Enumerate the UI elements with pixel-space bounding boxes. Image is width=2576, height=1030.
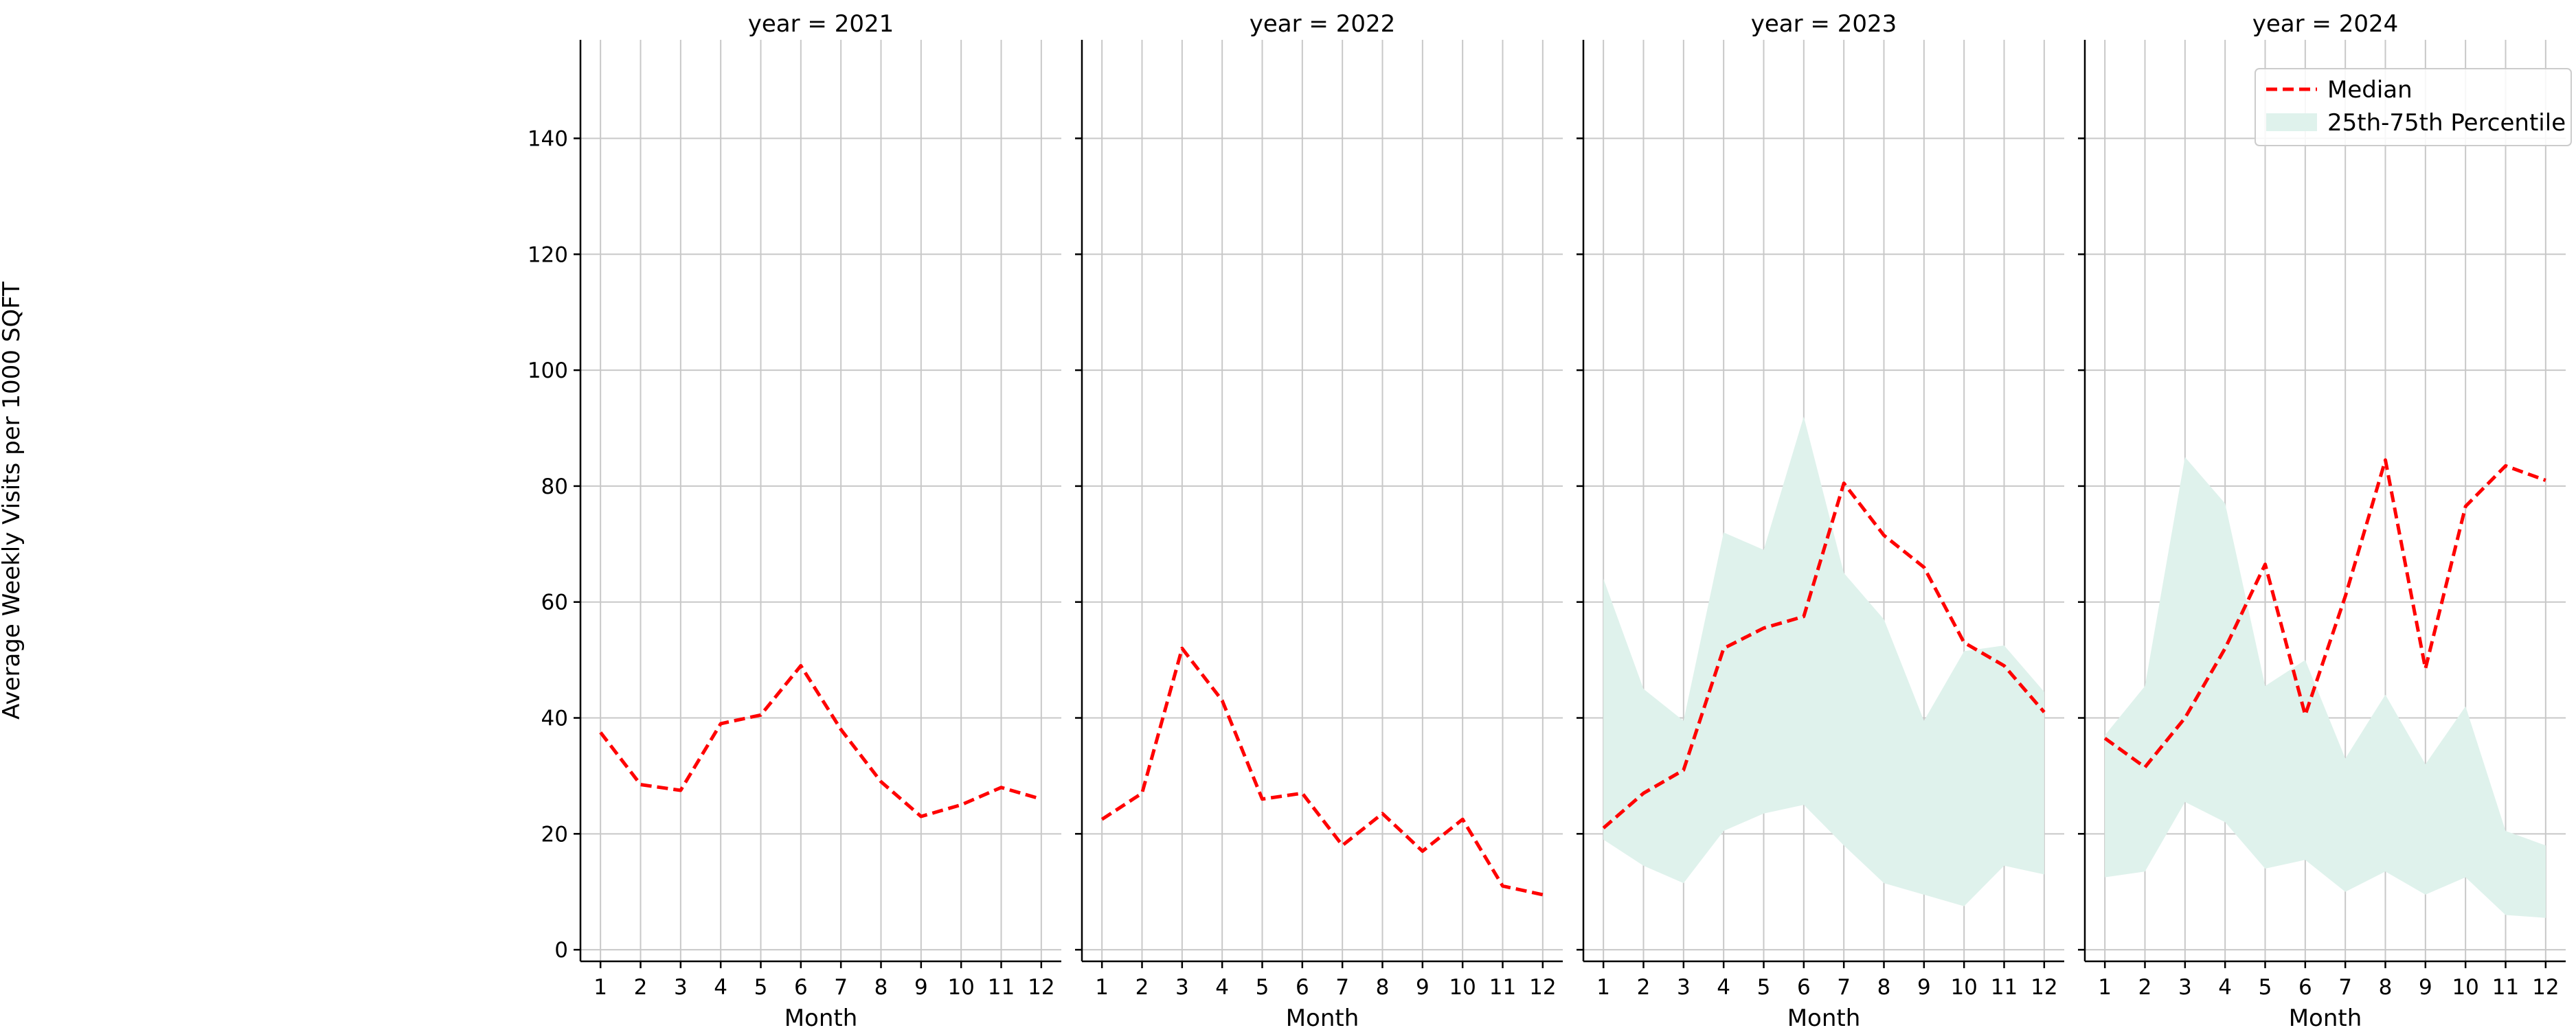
legend-band-swatch <box>2266 113 2317 131</box>
legend: Median 25th-75th Percentile <box>2255 68 2572 146</box>
legend-median-label: Median <box>2327 76 2413 104</box>
median-line <box>1100 646 1544 897</box>
y-tick-label: 20 <box>541 822 568 847</box>
legend-band-label: 25th-75th Percentile <box>2327 109 2566 137</box>
x-axis-label: Month <box>784 1005 858 1030</box>
x-tick-label: 3 <box>674 975 688 1000</box>
x-tick-label: 8 <box>1877 975 1891 1000</box>
x-tick-label: 5 <box>754 975 768 1000</box>
x-tick-label: 11 <box>1991 975 2018 1000</box>
x-tick-label: 9 <box>914 975 928 1000</box>
y-tick-label: 80 <box>541 474 568 499</box>
x-tick-label: 3 <box>1677 975 1691 1000</box>
y-tick-label: 60 <box>541 591 568 615</box>
y-tick-label: 120 <box>528 242 568 267</box>
x-tick-label: 7 <box>1335 975 1349 1000</box>
x-tick-label: 12 <box>2532 975 2559 1000</box>
x-tick-label: 9 <box>2419 975 2432 1000</box>
median-line <box>1602 481 2046 829</box>
x-tick-label: 2 <box>634 975 648 1000</box>
facet-title: year = 2021 <box>748 10 894 38</box>
x-tick-label: 1 <box>1095 975 1109 1000</box>
x-tick-label: 2 <box>1136 975 1149 1000</box>
facet-title: year = 2022 <box>1250 10 1395 38</box>
x-tick-label: 8 <box>1376 975 1390 1000</box>
x-tick-label: 7 <box>1837 975 1851 1000</box>
x-tick-label: 10 <box>1950 975 1977 1000</box>
facet-title: year = 2024 <box>2252 10 2398 38</box>
x-tick-label: 8 <box>874 975 888 1000</box>
x-tick-label: 3 <box>2178 975 2192 1000</box>
percentile-band <box>1603 416 2044 906</box>
x-tick-label: 4 <box>2218 975 2232 1000</box>
x-tick-label: 9 <box>1917 975 1931 1000</box>
x-tick-label: 6 <box>2298 975 2312 1000</box>
percentile-band <box>2105 457 2546 918</box>
x-axis-label: Month <box>1286 1005 1359 1030</box>
x-tick-label: 10 <box>1449 975 1476 1000</box>
x-tick-label: 1 <box>2098 975 2112 1000</box>
x-tick-label: 7 <box>2338 975 2352 1000</box>
x-tick-label: 11 <box>2492 975 2519 1000</box>
x-tick-label: 10 <box>947 975 974 1000</box>
median-line <box>599 664 1042 819</box>
x-tick-label: 9 <box>1416 975 1430 1000</box>
x-tick-label: 12 <box>1028 975 1054 1000</box>
facet-title: year = 2023 <box>1751 10 1897 38</box>
x-axis-label: Month <box>2289 1005 2362 1030</box>
x-tick-label: 6 <box>794 975 808 1000</box>
x-tick-label: 4 <box>714 975 727 1000</box>
x-tick-label: 8 <box>2379 975 2393 1000</box>
x-tick-label: 4 <box>1215 975 1229 1000</box>
y-axis-label: Average Weekly Visits per 1000 SQFT <box>0 282 25 720</box>
x-tick-label: 2 <box>2138 975 2152 1000</box>
x-axis-label: Month <box>1787 1005 1861 1030</box>
x-tick-label: 11 <box>1489 975 1516 1000</box>
x-tick-label: 2 <box>1637 975 1651 1000</box>
y-tick-label: 100 <box>528 358 568 383</box>
y-tick-label: 0 <box>554 938 568 963</box>
x-tick-label: 5 <box>1256 975 1269 1000</box>
y-tick-label: 140 <box>528 126 568 151</box>
x-tick-label: 11 <box>988 975 1015 1000</box>
x-tick-label: 10 <box>2452 975 2478 1000</box>
x-tick-label: 5 <box>2259 975 2272 1000</box>
x-tick-label: 1 <box>1596 975 1610 1000</box>
x-tick-label: 3 <box>1175 975 1189 1000</box>
x-tick-label: 7 <box>834 975 848 1000</box>
median-line <box>2103 458 2546 769</box>
x-tick-label: 12 <box>2031 975 2057 1000</box>
x-tick-label: 1 <box>594 975 607 1000</box>
x-tick-label: 6 <box>1797 975 1811 1000</box>
x-tick-label: 6 <box>1296 975 1309 1000</box>
y-tick-label: 40 <box>541 707 568 731</box>
legend-box <box>2255 68 2572 146</box>
x-tick-label: 12 <box>1529 975 1556 1000</box>
x-tick-label: 5 <box>1757 975 1771 1000</box>
x-tick-label: 4 <box>1717 975 1730 1000</box>
